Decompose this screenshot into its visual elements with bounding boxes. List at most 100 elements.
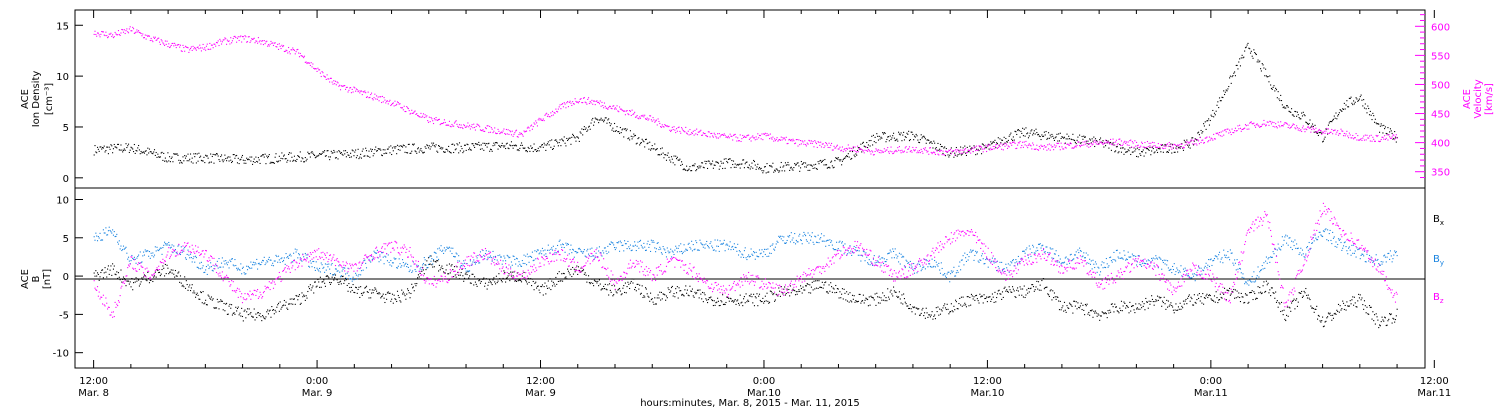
density-point (659, 154, 661, 156)
velocity-point (463, 124, 465, 126)
density-point (644, 138, 647, 141)
bx-point (1360, 299, 1362, 301)
velocity-point (307, 62, 309, 64)
density-point (616, 126, 618, 128)
bx-point (688, 295, 690, 297)
density-point (756, 166, 758, 168)
bx-point (1263, 281, 1265, 283)
density-point (918, 141, 920, 143)
density-point (521, 144, 523, 146)
density-point (334, 157, 337, 159)
velocity-point (1033, 148, 1035, 150)
bx-point (1053, 292, 1055, 294)
bx-point (999, 293, 1001, 295)
velocity-point (990, 147, 992, 149)
velocity-point (648, 118, 650, 120)
density-point (236, 162, 239, 164)
density-point (861, 151, 863, 153)
velocity-point (880, 152, 882, 154)
density-point (146, 154, 148, 156)
velocity-point (509, 130, 511, 132)
bx-point (872, 297, 874, 299)
bx-point (1390, 313, 1392, 315)
x-tick-date-label: Mar.11 (1417, 388, 1451, 399)
bx-point (858, 293, 860, 295)
density-point (775, 168, 777, 170)
velocity-point (1059, 149, 1061, 151)
density-point (589, 128, 591, 130)
density-point (181, 162, 183, 164)
bottom-ytick-label: -5 (59, 310, 69, 321)
density-point (1393, 137, 1395, 140)
density-point (497, 148, 499, 150)
bx-point (576, 265, 578, 267)
bx-point (1141, 307, 1143, 309)
density-point (824, 158, 826, 161)
velocity-point (1125, 141, 1128, 143)
velocity-point (996, 147, 999, 149)
bx-point (1324, 321, 1326, 323)
velocity-point (270, 40, 272, 42)
density-point (1167, 151, 1169, 153)
velocity-point (684, 131, 686, 133)
density-point (219, 160, 221, 162)
velocity-point (1083, 144, 1085, 146)
density-point (798, 165, 800, 167)
density-point (889, 135, 891, 137)
velocity-point (826, 144, 828, 146)
density-point (1317, 134, 1319, 137)
density-point (753, 160, 756, 163)
by-point (138, 262, 140, 264)
bx-point (168, 273, 170, 275)
bx-point (1384, 317, 1386, 319)
density-point (1052, 135, 1054, 137)
bx-point (1187, 297, 1189, 299)
bx-point (784, 294, 787, 296)
velocity-point (1042, 145, 1044, 147)
velocity-point (780, 136, 782, 138)
velocity-point (740, 140, 742, 143)
bx-point (805, 285, 807, 287)
bx-point (755, 297, 757, 299)
velocity-point (712, 136, 714, 138)
bx-point (1352, 296, 1354, 298)
velocity-point (642, 114, 644, 116)
velocity-point (248, 36, 250, 38)
velocity-point (293, 49, 295, 51)
bx-point (1350, 303, 1352, 305)
density-point (815, 168, 818, 170)
density-point (1306, 123, 1309, 125)
density-point (262, 154, 264, 156)
bx-point (140, 281, 142, 283)
velocity-point (847, 144, 849, 146)
velocity-point (453, 125, 455, 127)
velocity-point (1195, 143, 1197, 145)
velocity-point (466, 125, 468, 127)
bx-point (639, 293, 642, 295)
density-point (372, 155, 374, 157)
density-point (1051, 133, 1053, 136)
density-point (746, 161, 748, 163)
bx-point (1096, 315, 1098, 317)
density-point (485, 143, 487, 145)
density-point (1372, 112, 1374, 114)
by-point (189, 257, 191, 259)
density-point (1171, 152, 1173, 154)
velocity-point (96, 32, 99, 34)
by-point (141, 261, 143, 263)
velocity-point (946, 151, 948, 153)
velocity-point (323, 75, 325, 77)
density-point (253, 158, 255, 160)
density-point (872, 144, 874, 146)
density-point (980, 153, 983, 155)
velocity-point (1354, 137, 1356, 139)
density-point (619, 126, 621, 129)
bx-point (415, 285, 417, 287)
density-point (933, 140, 935, 142)
density-point (1088, 143, 1090, 145)
bx-point (1286, 306, 1288, 308)
bx-point (1017, 290, 1019, 292)
bx-point (830, 282, 832, 284)
density-point (148, 148, 151, 150)
density-point (846, 155, 849, 158)
